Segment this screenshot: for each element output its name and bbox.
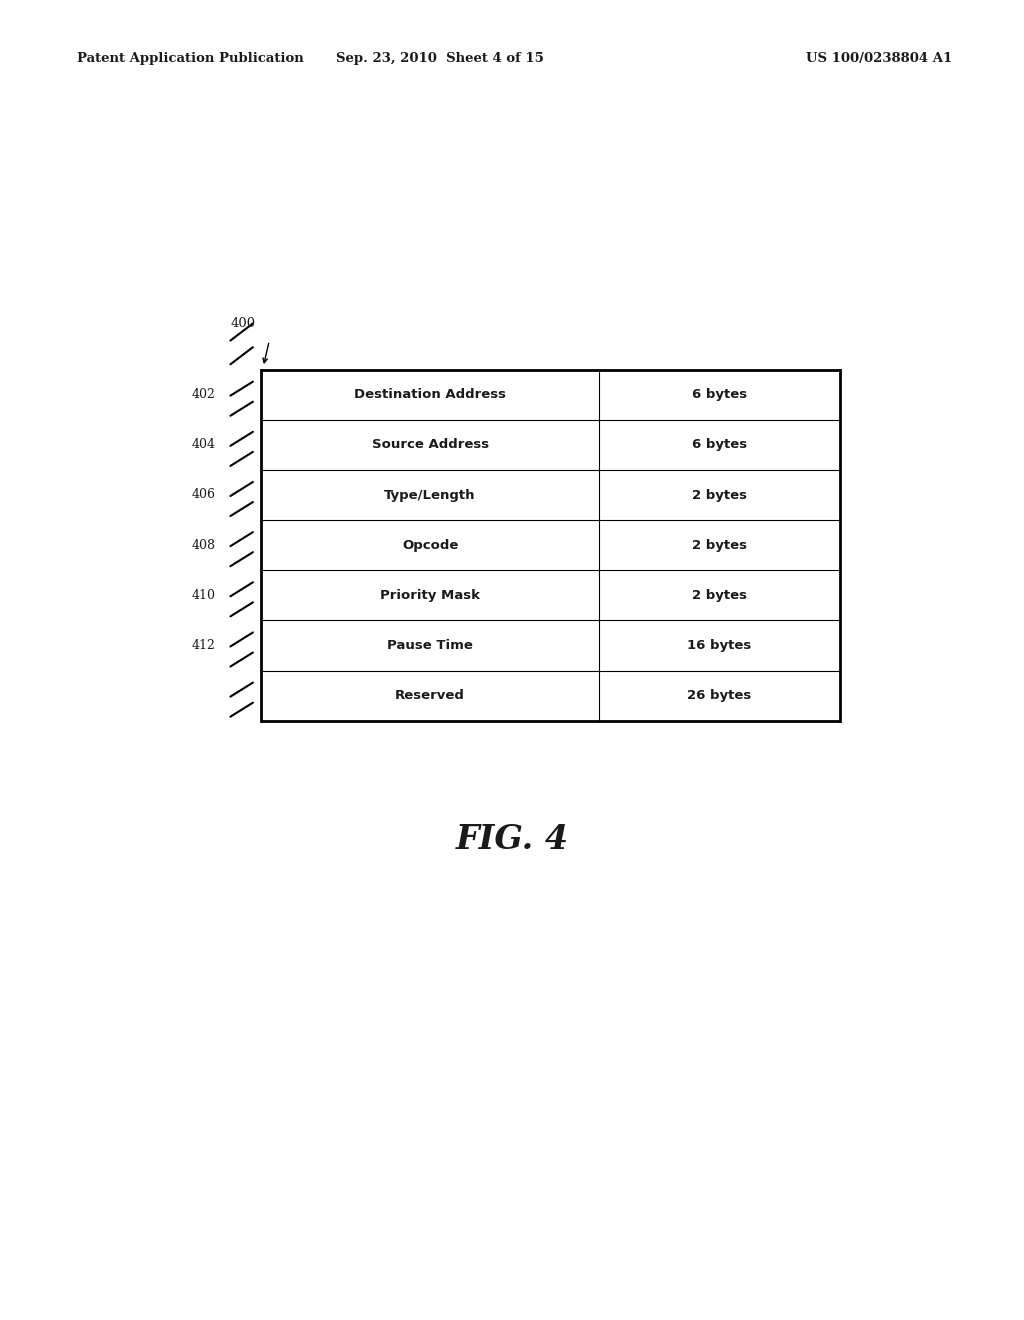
Text: Sep. 23, 2010  Sheet 4 of 15: Sep. 23, 2010 Sheet 4 of 15 [336,51,545,65]
Text: 2 bytes: 2 bytes [692,539,746,552]
Text: 410: 410 [191,589,215,602]
Text: Source Address: Source Address [372,438,488,451]
Text: 6 bytes: 6 bytes [692,388,746,401]
Text: 412: 412 [191,639,215,652]
Text: 402: 402 [191,388,215,401]
Text: 400: 400 [230,317,256,330]
Text: 408: 408 [191,539,215,552]
Text: US 100/0238804 A1: US 100/0238804 A1 [806,51,952,65]
Text: 26 bytes: 26 bytes [687,689,752,702]
Text: Reserved: Reserved [395,689,465,702]
Text: 406: 406 [191,488,215,502]
Text: Pause Time: Pause Time [387,639,473,652]
Text: Destination Address: Destination Address [354,388,506,401]
Text: Priority Mask: Priority Mask [380,589,480,602]
Text: 6 bytes: 6 bytes [692,438,746,451]
Text: Type/Length: Type/Length [384,488,476,502]
Text: 2 bytes: 2 bytes [692,488,746,502]
Text: FIG. 4: FIG. 4 [456,824,568,857]
Text: Opcode: Opcode [401,539,459,552]
Text: 2 bytes: 2 bytes [692,589,746,602]
Text: 16 bytes: 16 bytes [687,639,752,652]
Text: Patent Application Publication: Patent Application Publication [77,51,303,65]
Text: 404: 404 [191,438,215,451]
